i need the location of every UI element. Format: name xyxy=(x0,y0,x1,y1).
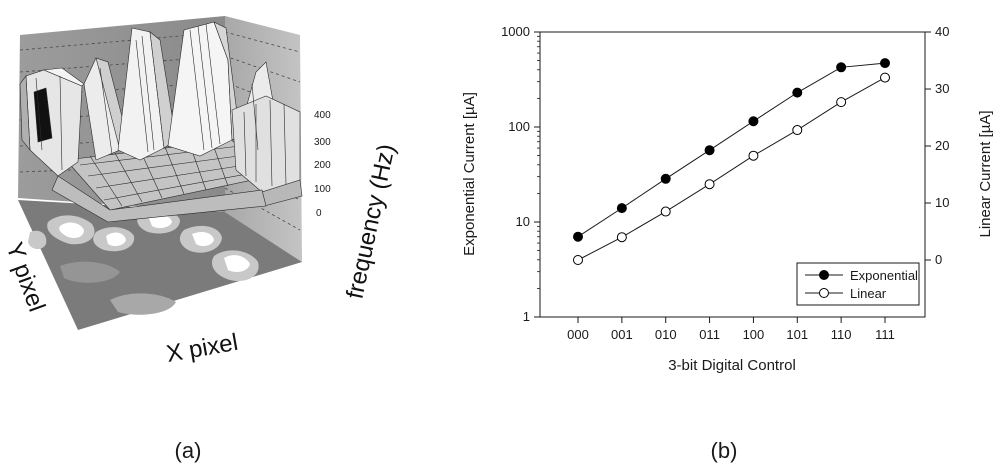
data-point-linear xyxy=(573,255,583,265)
data-point-linear xyxy=(616,232,627,243)
panel-label-a: (a) xyxy=(175,438,202,463)
data-point-linear xyxy=(660,206,671,217)
z-tick-label: 0 xyxy=(316,208,322,219)
right-axis-title: Linear Current [µA] xyxy=(977,110,994,237)
z-axis-ticks: 400 300 200 100 0 xyxy=(314,110,331,219)
x-axis-tick-label: 101 xyxy=(786,327,808,342)
left-axis-ticks: 1 10 100 1000 xyxy=(501,24,540,324)
x-axis-title: 3-bit Digital Control xyxy=(668,357,796,374)
right-axis-tick-label: 30 xyxy=(935,81,949,96)
data-point-linear xyxy=(836,97,847,108)
series-line-linear xyxy=(577,77,886,261)
data-point-exponential xyxy=(880,58,890,69)
panel-label-b: (b) xyxy=(711,438,738,463)
x-axis-tick-label: 001 xyxy=(611,327,633,342)
right-axis-tick-label: 20 xyxy=(935,138,949,153)
x-axis-tick-label: 111 xyxy=(875,327,895,342)
data-point-exponential xyxy=(616,203,627,214)
data-point-linear xyxy=(748,150,759,161)
z-axis-label: frequency (Hz) xyxy=(341,142,400,302)
plot-frame xyxy=(539,31,926,318)
z-tick-label: 200 xyxy=(314,160,331,171)
x-axis-tick-label: 100 xyxy=(743,327,765,342)
x-axis-ticks: 000 001 010 011 100 101 110 111 xyxy=(567,317,895,342)
x-axis-tick-label: 110 xyxy=(831,327,852,342)
legend-label-exponential: Exponential xyxy=(850,268,918,283)
legend-marker-exponential xyxy=(819,270,829,280)
surface-plot-panel: 400 300 200 100 0 frequency (Hz) Y pixel… xyxy=(0,16,401,463)
data-point-linear xyxy=(880,72,890,83)
data-point-linear xyxy=(792,125,803,136)
series-line-exponential xyxy=(577,62,886,238)
left-axis-tick-label: 100 xyxy=(508,119,530,134)
data-point-exponential xyxy=(792,87,803,98)
right-axis-tick-label: 0 xyxy=(935,252,942,267)
x-axis-tick-label: 011 xyxy=(699,327,720,342)
z-tick-label: 400 xyxy=(314,110,331,121)
legend: Exponential Linear xyxy=(796,262,920,306)
right-axis-tick-label: 40 xyxy=(935,24,949,39)
data-point-exponential xyxy=(748,116,759,127)
data-point-exponential xyxy=(836,62,847,73)
surface-mesh xyxy=(19,21,303,223)
data-series xyxy=(573,58,890,265)
left-axis-title: Exponential Current [µA] xyxy=(461,92,478,256)
x-axis-tick-label: 000 xyxy=(567,327,589,342)
left-axis-tick-label: 10 xyxy=(516,214,530,229)
legend-marker-linear xyxy=(819,288,829,298)
data-point-exponential xyxy=(573,231,583,242)
legend-label-linear: Linear xyxy=(850,286,887,301)
plot-area-border xyxy=(539,31,926,318)
left-axis-tick-label: 1000 xyxy=(501,24,530,39)
z-tick-label: 300 xyxy=(314,137,331,148)
x-axis-tick-label: 010 xyxy=(655,327,677,342)
data-point-linear xyxy=(704,179,715,190)
right-axis-ticks: 0 10 20 30 40 xyxy=(925,24,949,267)
legend-box xyxy=(796,262,920,306)
right-axis-tick-label: 10 xyxy=(935,195,949,210)
data-point-exponential xyxy=(704,145,715,156)
left-axis-tick-label: 1 xyxy=(523,309,530,324)
x-axis-label: X pixel xyxy=(164,329,240,368)
data-point-exponential xyxy=(660,173,671,184)
z-tick-label: 100 xyxy=(314,184,331,195)
